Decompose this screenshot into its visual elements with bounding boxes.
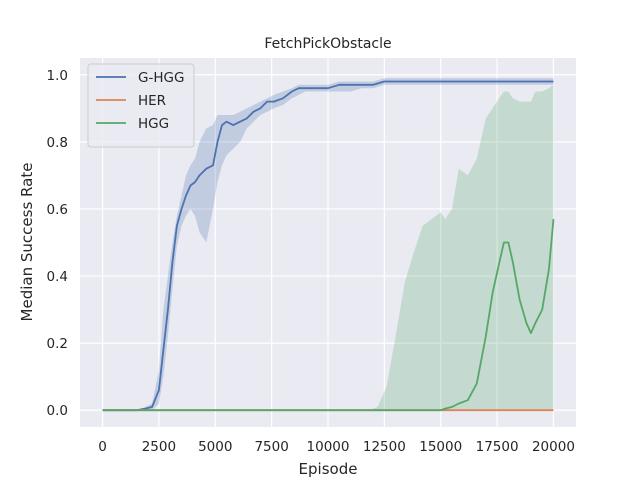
band-g-hgg bbox=[102, 78, 554, 411]
series-lines bbox=[102, 80, 555, 412]
grid bbox=[80, 58, 576, 427]
line-hgg bbox=[102, 218, 555, 412]
x-tick-label: 5000 bbox=[198, 439, 232, 455]
x-tick-label: 7500 bbox=[254, 439, 288, 455]
y-tick-label: 0.6 bbox=[47, 202, 68, 218]
legend-label-her: HER bbox=[138, 93, 166, 109]
y-axis-label: Median Success Rate bbox=[18, 163, 36, 322]
y-tick-label: 0.2 bbox=[47, 336, 68, 352]
x-tick-label: 20000 bbox=[532, 439, 575, 455]
legend-label-hgg: HGG bbox=[138, 116, 169, 132]
y-tick-label: 1.0 bbox=[47, 68, 68, 84]
x-tick-label: 12500 bbox=[363, 439, 406, 455]
y-tick-label: 0.8 bbox=[47, 135, 68, 151]
y-tick-label: 0.0 bbox=[47, 403, 68, 419]
chart-title: FetchPickObstacle bbox=[264, 36, 391, 52]
x-tick-label: 15000 bbox=[419, 439, 462, 455]
x-tick-label: 0 bbox=[98, 439, 107, 455]
band-hgg bbox=[102, 84, 554, 411]
x-tick-label: 2500 bbox=[142, 439, 176, 455]
line-g-hgg bbox=[102, 80, 554, 412]
legend-box bbox=[87, 63, 195, 148]
x-tick-label: 17500 bbox=[476, 439, 519, 455]
x-axis-label: Episode bbox=[299, 460, 358, 478]
x-tick-label: 10000 bbox=[307, 439, 350, 455]
legend: G-HGG HER HGG bbox=[87, 63, 195, 148]
y-axis-ticks: 0.0 0.2 0.4 0.6 0.8 1.0 bbox=[47, 68, 68, 419]
y-tick-label: 0.4 bbox=[47, 269, 68, 285]
legend-label-g-hgg: G-HGG bbox=[138, 70, 184, 86]
x-axis-ticks: 0 2500 5000 7500 10000 12500 15000 17500 20000 bbox=[98, 439, 575, 455]
confidence-bands bbox=[102, 78, 554, 411]
